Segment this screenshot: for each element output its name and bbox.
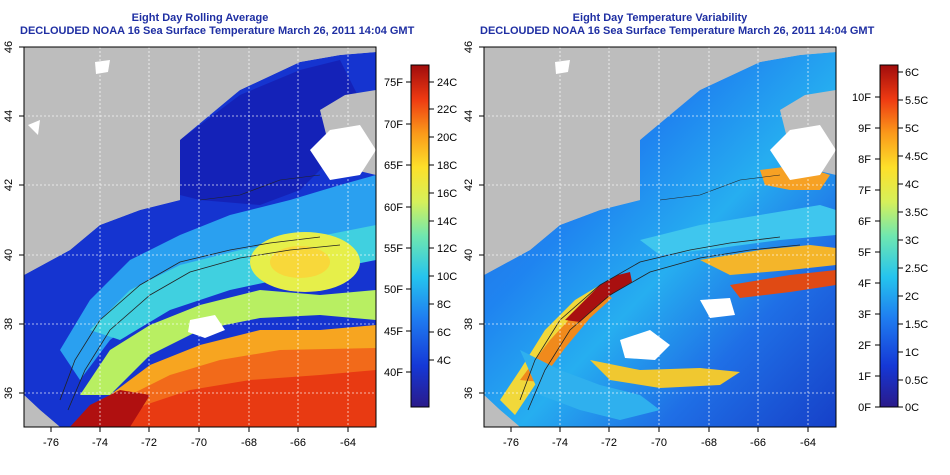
right-colorbar-f-label: 1F <box>858 371 871 383</box>
right-lon-label: -64 <box>800 437 816 449</box>
right-colorbar-f-label: 8F <box>858 154 871 166</box>
left-lon-label: -76 <box>43 437 59 449</box>
left-y-ticks <box>19 46 24 394</box>
right-lon-label: -70 <box>651 437 667 449</box>
right-colorbar <box>879 64 899 408</box>
right-map <box>484 47 836 427</box>
left-colorbar-f-label: 50F <box>384 284 403 296</box>
left-lat-label: 36 <box>3 387 15 399</box>
left-lon-label: -68 <box>241 437 257 449</box>
left-colorbar-f-label: 75F <box>384 77 403 89</box>
right-lat-label: 36 <box>463 387 475 399</box>
left-title-line1: Eight Day Rolling Average <box>131 12 269 24</box>
right-colorbar-c-label: 5C <box>905 123 919 135</box>
left-colorbar-f-label: 60F <box>384 202 403 214</box>
left-lon-label: -66 <box>290 437 306 449</box>
left-lon-label: -64 <box>340 437 356 449</box>
left-lat-label: 42 <box>3 179 15 191</box>
right-colorbar-f-label: 5F <box>858 247 871 259</box>
right-lat-label: 46 <box>463 41 475 53</box>
right-lat-label: 40 <box>463 249 475 261</box>
left-colorbar-f-label: 55F <box>384 243 403 255</box>
right-colorbar-c-label: 0.5C <box>905 375 928 387</box>
right-colorbar-c-label: 4C <box>905 179 919 191</box>
right-title-line1: Eight Day Temperature Variability <box>572 12 748 24</box>
left-colorbar-f-label: 70F <box>384 119 403 131</box>
left-x-ticks <box>50 427 349 432</box>
right-colorbar-c-label: 4.5C <box>905 151 928 163</box>
right-x-ticks <box>510 427 809 432</box>
left-lon-label: -74 <box>92 437 108 449</box>
left-lon-label: -72 <box>141 437 157 449</box>
right-colorbar-f-label: 7F <box>858 185 871 197</box>
left-colorbar-c-label: 22C <box>437 104 457 116</box>
right-lon-label: -74 <box>552 437 568 449</box>
left-colorbar-f-label: 40F <box>384 367 403 379</box>
left-map <box>24 47 376 427</box>
left-colorbar-c-label: 12C <box>437 243 457 255</box>
right-map-frame <box>483 46 837 428</box>
left-colorbar-f-label: 45F <box>384 326 403 338</box>
right-colorbar-c-label: 1C <box>905 347 919 359</box>
right-colorbar-ticks <box>875 71 903 408</box>
right-lon-label: -76 <box>503 437 519 449</box>
left-colorbar-c-label: 16C <box>437 188 457 200</box>
right-colorbar-f-label: 9F <box>858 123 871 135</box>
left-colorbar-c-label: 24C <box>437 77 457 89</box>
right-y-ticks <box>479 46 484 394</box>
right-colorbar-f-label: 6F <box>858 216 871 228</box>
right-colorbar-f-label: 0F <box>858 402 871 414</box>
left-colorbar-c-label: 8C <box>437 299 451 311</box>
left-title-line2: DECLOUDED NOAA 16 Sea Surface Temperatur… <box>20 25 415 37</box>
left-colorbar-c-label: 4C <box>437 355 451 367</box>
right-colorbar-c-label: 6C <box>905 67 919 79</box>
left-colorbar <box>410 64 430 408</box>
left-colorbar-ticks <box>406 81 434 373</box>
left-map-frame <box>23 46 377 428</box>
right-colorbar-c-label: 2C <box>905 291 919 303</box>
left-colorbar-c-label: 20C <box>437 132 457 144</box>
right-lon-label: -72 <box>601 437 617 449</box>
left-colorbar-c-label: 10C <box>437 271 457 283</box>
left-colorbar-c-label: 6C <box>437 327 451 339</box>
right-colorbar-f-label: 10F <box>852 92 871 104</box>
right-colorbar-c-label: 2.5C <box>905 263 928 275</box>
left-colorbar-f-label: 65F <box>384 160 403 172</box>
right-colorbar-f-label: 3F <box>858 309 871 321</box>
right-lon-label: -66 <box>750 437 766 449</box>
right-colorbar-c-label: 3.5C <box>905 207 928 219</box>
right-lat-label: 42 <box>463 179 475 191</box>
right-colorbar-f-label: 4F <box>858 278 871 290</box>
left-lon-label: -70 <box>191 437 207 449</box>
right-colorbar-c-label: 1.5C <box>905 319 928 331</box>
left-colorbar-c-label: 14C <box>437 216 457 228</box>
right-lat-label: 38 <box>463 318 475 330</box>
left-lat-label: 46 <box>3 41 15 53</box>
left-lat-label: 38 <box>3 318 15 330</box>
right-colorbar-f-label: 2F <box>858 340 871 352</box>
right-colorbar-c-label: 3C <box>905 235 919 247</box>
right-lat-label: 44 <box>463 110 475 122</box>
right-colorbar-c-label: 0C <box>905 402 919 414</box>
right-colorbar-c-label: 5.5C <box>905 95 928 107</box>
left-colorbar-c-label: 18C <box>437 160 457 172</box>
right-lon-label: -68 <box>701 437 717 449</box>
left-lat-label: 40 <box>3 249 15 261</box>
left-lat-label: 44 <box>3 110 15 122</box>
right-title-line2: DECLOUDED NOAA 16 Sea Surface Temperatur… <box>480 25 875 37</box>
